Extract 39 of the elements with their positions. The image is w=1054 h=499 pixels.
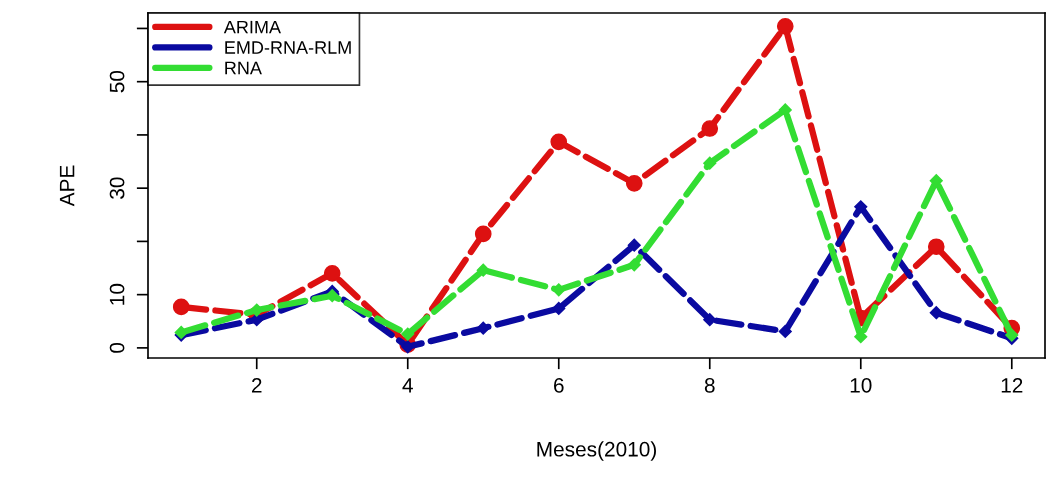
point	[476, 263, 490, 277]
x-tick-label: 10	[850, 377, 872, 393]
point	[701, 120, 719, 137]
point	[854, 200, 868, 214]
legend-label: ARIMA	[223, 20, 281, 34]
point	[401, 327, 415, 341]
point	[703, 156, 717, 170]
point	[401, 340, 415, 354]
point	[927, 238, 945, 256]
y-tick-label: 30	[109, 177, 125, 199]
y-tick-label: 10	[109, 283, 125, 305]
point	[778, 324, 792, 338]
point	[625, 175, 643, 192]
point	[323, 265, 341, 282]
point	[250, 303, 264, 317]
point	[776, 17, 794, 35]
x-tick-label: 2	[251, 377, 262, 393]
legend-label: EMD-RNA-RLM	[225, 41, 351, 54]
point	[929, 306, 943, 320]
point	[476, 321, 490, 335]
point	[703, 313, 717, 327]
point	[172, 298, 190, 316]
point	[552, 301, 566, 316]
y-tick-label: 0	[109, 342, 125, 353]
point	[550, 133, 568, 151]
y-axis-title: APE	[59, 165, 75, 207]
point	[627, 238, 641, 252]
point	[474, 225, 492, 243]
x-tick-label: 6	[554, 377, 564, 393]
legend-label: RNA	[225, 61, 262, 75]
x-tick-label: 12	[1001, 377, 1023, 393]
y-tick-label: 50	[109, 70, 125, 93]
point	[778, 103, 792, 117]
point	[325, 289, 339, 303]
x-tick-label: 4	[402, 378, 413, 393]
point	[627, 258, 641, 272]
x-axis-title: Meses(2010)	[537, 441, 656, 461]
x-tick-label: 8	[704, 377, 715, 393]
point	[552, 283, 566, 297]
